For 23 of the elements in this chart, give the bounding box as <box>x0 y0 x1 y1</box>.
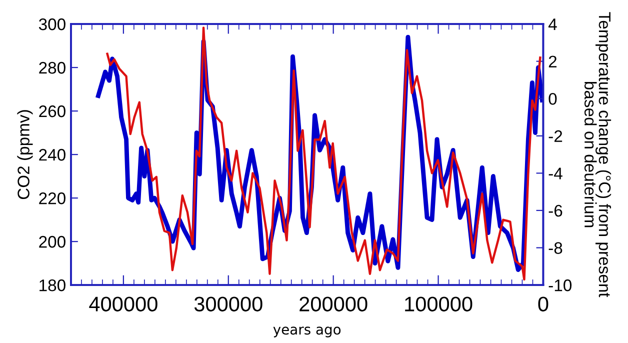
y2-tick-label: 2 <box>548 56 557 68</box>
y2-tick-label: -8 <box>548 242 562 254</box>
y-tick-label: 260 <box>39 105 66 118</box>
x-tick-label: 0 <box>538 296 548 312</box>
y2-tick-label: -2 <box>548 130 562 142</box>
x-tick-label: 400000 <box>89 296 158 312</box>
y2-tick-label: -4 <box>548 168 562 180</box>
y-axis-title: CO2 (ppmv) <box>17 110 33 200</box>
y-tick-label: 280 <box>39 62 66 74</box>
y-tick-label: 180 <box>40 279 66 292</box>
y-tick-label: 200 <box>39 236 66 248</box>
x-tick-label: 200000 <box>300 296 368 312</box>
y2-axis-title: Temperature change (°C) from present based on deuterium <box>584 12 612 298</box>
y2-tick-label: -10 <box>548 279 572 292</box>
y-tick-label: 220 <box>39 192 66 204</box>
y2-tick-label: 4 <box>548 18 557 30</box>
y2-tick-label: 0 <box>548 92 557 105</box>
y2-tick-label: -6 <box>548 204 562 217</box>
y-tick-label: 300 <box>38 18 66 30</box>
x-tick-label: 100000 <box>405 296 472 312</box>
y-tick-label: 240 <box>39 148 66 161</box>
x-tick-label: 300000 <box>194 296 262 312</box>
x-axis-title: years ago <box>273 326 341 338</box>
